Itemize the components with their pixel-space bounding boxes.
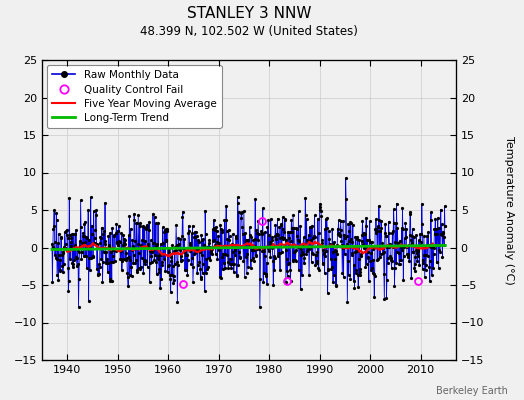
Legend: Raw Monthly Data, Quality Control Fail, Five Year Moving Average, Long-Term Tren: Raw Monthly Data, Quality Control Fail, … [47,65,222,128]
Text: Berkeley Earth: Berkeley Earth [436,386,508,396]
Title: 48.399 N, 102.502 W (United States): 48.399 N, 102.502 W (United States) [140,25,358,38]
Y-axis label: Temperature Anomaly (°C): Temperature Anomaly (°C) [504,136,514,284]
Text: STANLEY 3 NNW: STANLEY 3 NNW [187,6,311,21]
